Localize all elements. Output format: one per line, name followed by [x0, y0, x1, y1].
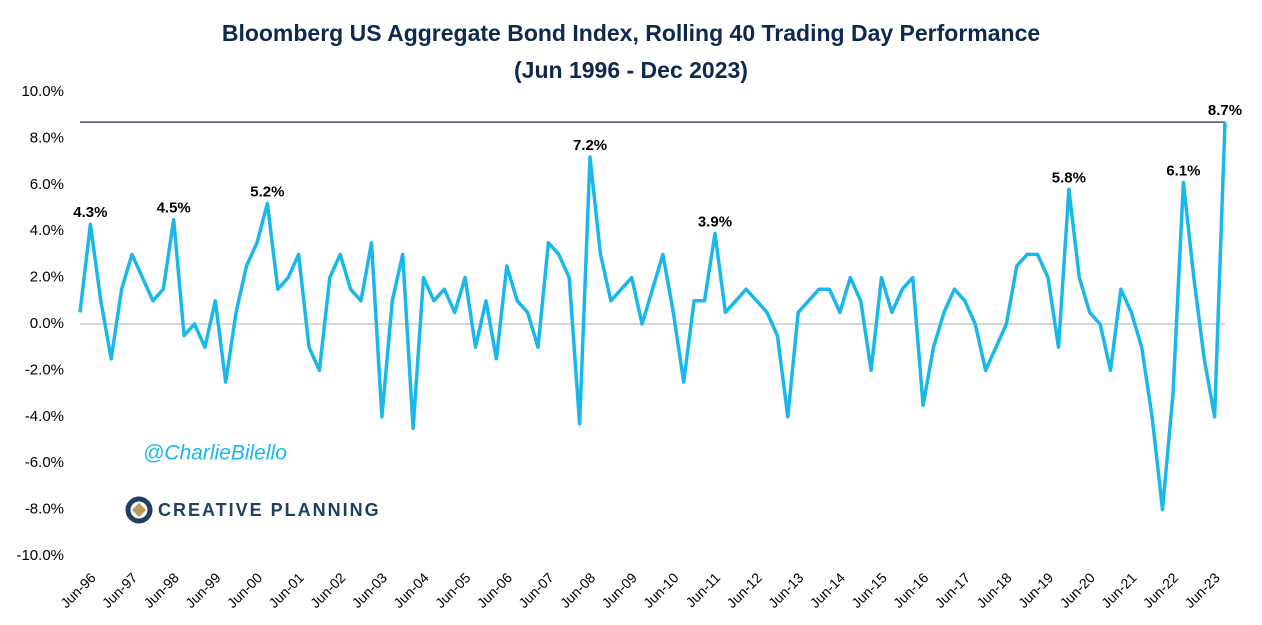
- data-label: 5.2%: [250, 183, 284, 200]
- x-tick-label: Jun-12: [723, 569, 765, 611]
- x-tick-label: Jun-18: [973, 569, 1015, 611]
- x-tick-label: Jun-21: [1098, 569, 1140, 611]
- x-tick-label: Jun-00: [224, 569, 266, 611]
- y-tick-label: -2.0%: [25, 361, 64, 378]
- x-tick-label: Jun-22: [1140, 569, 1182, 611]
- x-tick-label: Jun-97: [99, 569, 141, 611]
- logo-diamond: [131, 502, 147, 518]
- y-tick-label: 8.0%: [30, 129, 64, 146]
- y-tick-label: 10.0%: [21, 83, 64, 100]
- y-tick-label: -10.0%: [16, 547, 64, 564]
- x-tick-label: Jun-04: [390, 569, 432, 611]
- x-tick-label: Jun-96: [57, 569, 99, 611]
- y-tick-label: 6.0%: [30, 176, 64, 193]
- data-label: 4.5%: [157, 200, 191, 217]
- chart-subtitle: (Jun 1996 - Dec 2023): [514, 57, 748, 83]
- x-tick-label: Jun-98: [140, 569, 182, 611]
- logo-ring: [125, 496, 153, 524]
- y-tick-label: -8.0%: [25, 501, 64, 518]
- logo-text: CREATIVE PLANNING: [158, 500, 381, 520]
- x-tick-label: Jun-08: [557, 569, 599, 611]
- x-tick-label: Jun-17: [932, 569, 974, 611]
- x-tick-label: Jun-16: [890, 569, 932, 611]
- x-tick-label: Jun-14: [807, 569, 849, 611]
- data-label: 3.9%: [698, 213, 732, 230]
- logo: CREATIVE PLANNING: [125, 496, 381, 524]
- x-tick-label: Jun-20: [1056, 569, 1098, 611]
- x-tick-label: Jun-19: [1015, 569, 1057, 611]
- x-tick-label: Jun-10: [640, 569, 682, 611]
- x-tick-label: Jun-13: [765, 569, 807, 611]
- x-tick-label: Jun-07: [515, 569, 557, 611]
- y-tick-label: 2.0%: [30, 269, 64, 286]
- y-tick-label: 0.0%: [30, 315, 64, 332]
- x-tick-label: Jun-09: [598, 569, 640, 611]
- x-tick-label: Jun-06: [474, 569, 516, 611]
- y-tick-label: -4.0%: [25, 408, 64, 425]
- watermark: @CharlieBilello: [143, 442, 287, 465]
- x-tick-label: Jun-02: [307, 569, 349, 611]
- x-tick-label: Jun-03: [349, 569, 391, 611]
- y-tick-label: -6.0%: [25, 454, 64, 471]
- data-label: 5.8%: [1052, 169, 1086, 186]
- y-tick-label: 4.0%: [30, 222, 64, 239]
- data-line: [78, 122, 1227, 512]
- x-tick-label: Jun-05: [432, 569, 474, 611]
- chart-title: Bloomberg US Aggregate Bond Index, Rolli…: [222, 20, 1040, 46]
- x-tick-label: Jun-99: [182, 569, 224, 611]
- data-label: 8.7%: [1208, 102, 1242, 119]
- x-tick-label: Jun-01: [265, 569, 307, 611]
- x-tick-label: Jun-15: [848, 569, 890, 611]
- x-tick-label: Jun-23: [1181, 569, 1223, 611]
- data-label: 7.2%: [573, 137, 607, 154]
- data-label: 6.1%: [1166, 162, 1200, 179]
- x-tick-label: Jun-11: [682, 569, 723, 610]
- data-label: 4.3%: [73, 204, 107, 221]
